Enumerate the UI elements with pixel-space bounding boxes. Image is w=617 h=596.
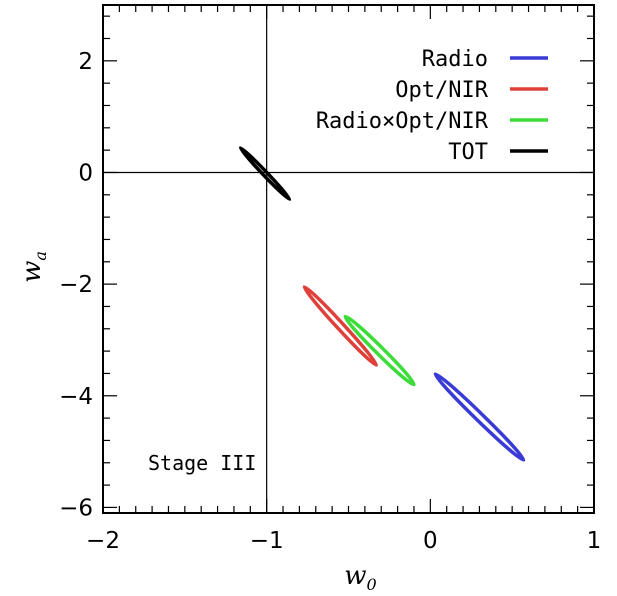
x-axis-label-main: w bbox=[344, 561, 366, 591]
x-tick-label: −1 bbox=[250, 528, 284, 554]
y-tick-label: 2 bbox=[78, 49, 93, 75]
reference-lines bbox=[103, 5, 594, 513]
legend-label-radio: Radio bbox=[422, 47, 488, 72]
plot-frame bbox=[102, 4, 595, 514]
ellipse-radio-opt-nir bbox=[343, 314, 416, 387]
ellipse-opt-nir bbox=[302, 285, 379, 367]
x-axis-label: w0 bbox=[344, 561, 376, 594]
x-axis-label-subscript: 0 bbox=[367, 575, 377, 594]
x-tick-label: −2 bbox=[86, 528, 120, 554]
y-tick-label: −2 bbox=[59, 272, 93, 298]
y-axis-label: wa bbox=[17, 251, 50, 283]
ellipse-radio bbox=[433, 372, 526, 462]
y-tick-label: −4 bbox=[59, 384, 93, 410]
x-tick-label: 0 bbox=[423, 528, 438, 554]
ellipse-tot bbox=[238, 146, 292, 202]
y-tick-label: −6 bbox=[59, 495, 93, 521]
legend-label-tot: TOT bbox=[448, 140, 488, 165]
stage-annotation: Stage III bbox=[148, 451, 256, 475]
axis-ticks bbox=[102, 5, 595, 513]
x-tick-label: 1 bbox=[587, 528, 602, 554]
legend-label-opt-nir: Opt/NIR bbox=[395, 78, 488, 103]
y-axis-label-main: w bbox=[17, 261, 47, 283]
legend: Radio Opt/NIR Radio×Opt/NIR TOT bbox=[316, 47, 548, 165]
y-axis-label-subscript: a bbox=[31, 251, 50, 261]
confidence-ellipses bbox=[238, 146, 526, 462]
tick-labels: −2 −1 0 1 −6 −4 −2 0 2 bbox=[59, 49, 601, 554]
y-tick-label: 0 bbox=[78, 160, 93, 186]
legend-label-radio-opt-nir: Radio×Opt/NIR bbox=[316, 109, 489, 134]
